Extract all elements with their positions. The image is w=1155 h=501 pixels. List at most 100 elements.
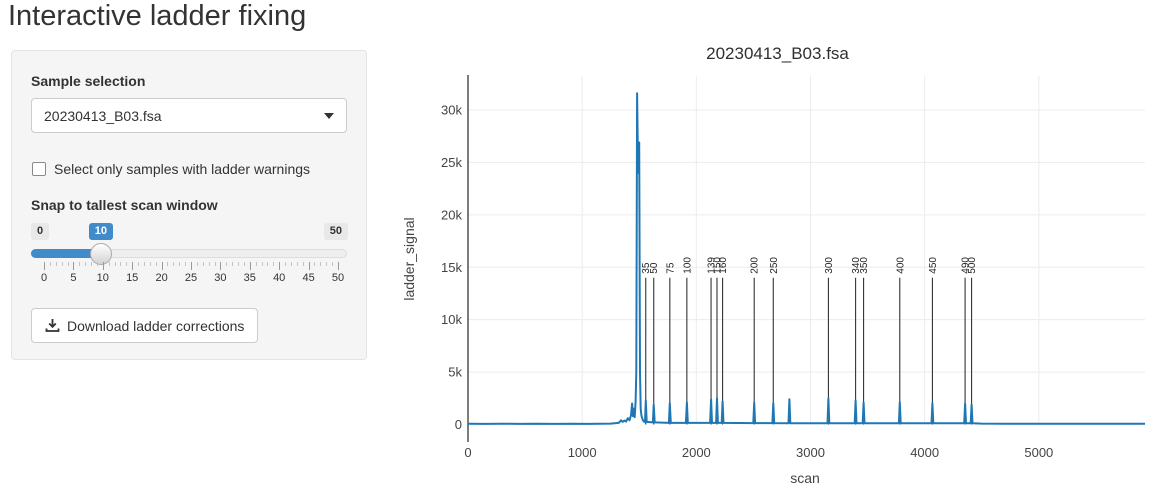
slider-grid-tick (214, 262, 216, 266)
slider-grid-tick (91, 262, 93, 266)
ladder-marker-label: 100 (682, 257, 693, 274)
slider-grid-tick (308, 262, 310, 270)
ladder-marker-label: 50 (649, 262, 660, 274)
ladder-marker-label: 75 (665, 262, 676, 274)
sample-select[interactable]: 20230413_B03.fsa (31, 98, 347, 133)
ladder-marker-label: 490 (961, 257, 972, 274)
slider-grid-tick (108, 262, 110, 266)
x-axis-title: scan (790, 470, 820, 486)
x-tick-label: 5000 (1024, 445, 1053, 460)
slider-grid-tick (61, 262, 63, 266)
slider-grid-tick (79, 262, 81, 266)
page-title: Interactive ladder fixing (8, 0, 307, 32)
ladder-marker-label: 400 (895, 257, 906, 274)
slider-handle[interactable] (89, 243, 112, 265)
slider-grid-tick (290, 262, 292, 266)
y-tick-label: 30k (441, 103, 462, 118)
slider-grid-tick (226, 262, 228, 266)
x-tick-label: 3000 (796, 445, 825, 460)
slider-grid-tick (302, 262, 304, 266)
chart-title: 20230413_B03.fsa (706, 44, 849, 63)
download-button-label: Download ladder corrections (67, 317, 245, 334)
slider-grid-tick (314, 262, 316, 266)
ladder-marker-label: 139 (707, 257, 718, 274)
slider-fill-bar (31, 249, 101, 258)
ladder-warnings-checkbox-row[interactable]: Select only samples with ladder warnings (32, 161, 310, 177)
ladder-marker-label: 340 (851, 257, 862, 274)
slider-grid-tick (273, 262, 275, 266)
slider-grid-tick (44, 262, 45, 270)
slider-grid-tick (173, 262, 175, 266)
slider-grid-tick (296, 262, 298, 266)
slider-grid-tick (126, 262, 128, 266)
sidebar-panel: Sample selection 20230413_B03.fsa Select… (11, 50, 367, 360)
slider-grid-label: 0 (40, 272, 48, 284)
slider-grid-tick (167, 262, 169, 266)
sample-selection-label: Sample selection (31, 73, 146, 89)
y-tick-label: 25k (441, 155, 462, 170)
slider-grid-tick (155, 262, 157, 266)
slider-grid-tick (179, 262, 181, 266)
signal-trace (467, 92, 1146, 425)
ladder-marker-label: 35 (641, 262, 652, 274)
download-ladder-corrections-button[interactable]: Download ladder corrections (31, 308, 259, 343)
ladder-warnings-checkbox-label: Select only samples with ladder warnings (54, 161, 311, 177)
slider-value-badge: 10 (88, 223, 114, 240)
ladder-warnings-checkbox[interactable] (32, 162, 46, 176)
ladder-marker-label: 350 (859, 257, 870, 274)
slider-grid-tick (161, 262, 163, 270)
ladder-marker-label: 500 (967, 257, 978, 274)
x-tick-label: 4000 (910, 445, 939, 460)
slider-grid-tick (191, 262, 192, 270)
y-tick-label: 0 (455, 417, 462, 432)
ladder-marker-label: 300 (824, 257, 835, 274)
slider-grid-tick (261, 262, 263, 266)
slider-grid-tick (332, 262, 334, 266)
slider-grid-tick (326, 262, 328, 266)
slider-grid-tick (320, 262, 322, 266)
slider-grid-tick (96, 262, 98, 266)
slider-grid-label: 25 (184, 272, 198, 284)
y-tick-label: 10k (441, 312, 462, 327)
slider-grid-tick (73, 262, 75, 270)
slider-grid-label: 50 (331, 272, 345, 284)
slider-grid-tick (255, 262, 257, 266)
slider-grid-tick (249, 262, 251, 270)
slider-grid-tick (285, 262, 287, 266)
slider-grid-tick (149, 262, 151, 266)
slider-grid-tick (279, 262, 281, 270)
slider-grid-tick (202, 262, 204, 266)
slider-grid-tick (138, 262, 140, 266)
slider-grid-label: 20 (155, 272, 168, 284)
slider-grid-tick (196, 262, 198, 266)
slider-grid-label: 35 (243, 272, 256, 284)
slider-grid-label: 10 (96, 272, 109, 284)
slider-grid-tick (208, 262, 210, 266)
ladder-chart[interactable]: 20230413_B03.fsa ladder_signal scan 35 50… (400, 0, 1155, 496)
ladder-marker-label: 160 (718, 257, 729, 274)
slider-grid-tick (85, 262, 87, 266)
y-tick-label: 5k (448, 365, 462, 380)
slider-grid-tick (267, 262, 269, 266)
slider-grid-tick (67, 262, 69, 266)
slider-grid-tick (220, 262, 222, 270)
slider-grid-tick (49, 262, 51, 266)
ladder-marker-label: 200 (750, 257, 761, 274)
slider-grid-label: 5 (70, 272, 77, 284)
caret-down-icon (324, 112, 334, 119)
y-tick-label: 15k (441, 260, 462, 275)
slider-grid-tick (132, 262, 134, 270)
y-tick-label: 20k (441, 207, 462, 222)
slider-grid-tick (243, 262, 245, 266)
slider-grid-tick (120, 262, 122, 266)
slider-grid-label: 40 (273, 272, 286, 284)
slider-grid-label: 30 (214, 272, 227, 284)
slider-grid-tick (114, 262, 116, 266)
ladder-marker-label: 150 (712, 257, 723, 274)
sample-select-value: 20230413_B03.fsa (44, 107, 162, 124)
slider-grid-label: 45 (302, 272, 315, 284)
slider-max-badge: 50 (323, 223, 348, 240)
download-icon (45, 319, 60, 332)
x-tick-label: 1000 (568, 445, 597, 460)
